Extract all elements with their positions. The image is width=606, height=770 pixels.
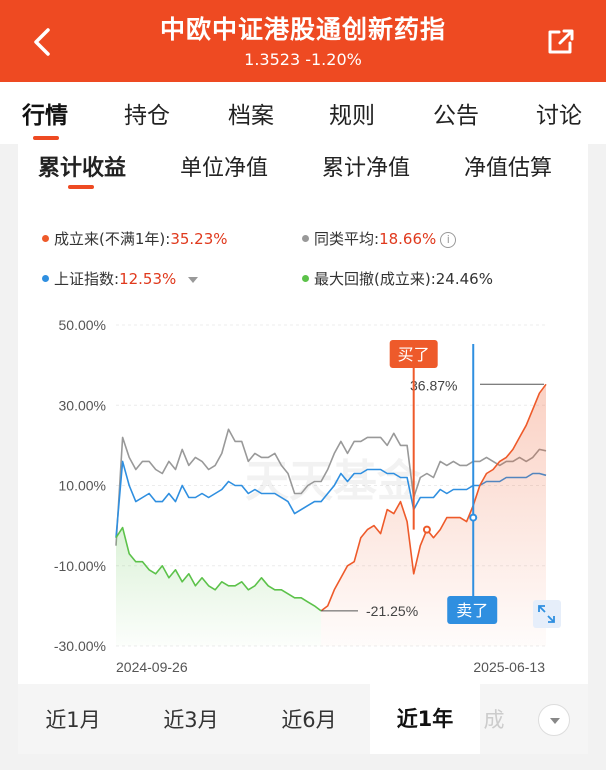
active-subtab-indicator — [68, 185, 94, 189]
sell-point — [469, 513, 478, 522]
y-tick-label: 10.00% — [59, 478, 106, 494]
legend-dot — [42, 235, 49, 242]
active-tab-indicator — [33, 136, 59, 140]
y-tick-label: -30.00% — [54, 638, 106, 654]
subtab-nav-estimate[interactable]: 净值估算 — [464, 156, 553, 181]
peer-average-line — [115, 428, 547, 546]
x-tick-label: 2024-09-26 — [116, 659, 188, 675]
buy-tag-label: 买了 — [398, 345, 430, 364]
legend-dot — [42, 275, 49, 282]
x-tick-label: 2025-06-13 — [473, 659, 545, 675]
subtab-cumulative-return[interactable]: 累计收益 — [38, 156, 127, 181]
y-tick-label: -10.00% — [54, 558, 106, 574]
info-icon[interactable]: i — [440, 231, 457, 248]
sell-tag — [447, 596, 498, 624]
legend-index[interactable]: 上证指数:12.53% — [42, 268, 199, 289]
legend-peer: 同类平均:18.66% i — [302, 228, 457, 249]
index-line — [115, 460, 547, 538]
sell-tag-label: 卖了 — [456, 601, 488, 620]
legend-dot — [302, 275, 309, 282]
max-value-label: 36.87% — [410, 377, 457, 393]
period-1m[interactable]: 近1月 — [45, 708, 101, 732]
tab-discussion[interactable]: 讨论 — [536, 103, 582, 129]
fund-return-line — [320, 383, 547, 612]
subtab-unit-nav[interactable]: 单位净值 — [180, 156, 269, 181]
period-6m[interactable]: 近6月 — [281, 708, 337, 732]
period-since-inception[interactable]: 成 — [483, 708, 505, 732]
buy-tag — [389, 340, 438, 368]
cumulative-return-chart: 50.00% 30.00% 10.00% -10.00% -30.00% 天天基金 36.8… — [54, 317, 561, 675]
watermark-text: 天天基金 — [245, 456, 422, 507]
share-icon[interactable] — [540, 22, 580, 62]
top-header: 中欧中证港股通创新药指 1.3523 -1.20% — [0, 0, 606, 82]
tab-market[interactable]: 行情 — [22, 103, 68, 129]
period-3m[interactable]: 近3月 — [163, 708, 219, 732]
chevron-down-icon[interactable] — [188, 276, 199, 283]
subtab-cumulative-nav[interactable]: 累计净值 — [322, 156, 411, 181]
fund-title: 中欧中证港股通创新药指 — [159, 15, 446, 44]
main-tabs: 行情 持仓 档案 规则 公告 讨论 — [0, 82, 606, 144]
period-selector: 近1月 近3月 近6月 近1年 成 — [18, 684, 588, 754]
fund-area — [321, 384, 546, 646]
period-1y[interactable]: 近1年 — [370, 684, 480, 754]
legend-drawdown: 最大回撤(成立来):24.46% — [302, 268, 493, 289]
buy-point — [422, 525, 431, 534]
tab-rules[interactable]: 规则 — [329, 103, 375, 129]
tab-holdings[interactable]: 持仓 — [124, 103, 170, 129]
tab-profile[interactable]: 档案 — [228, 103, 274, 129]
legend-fund: 成立来(不满1年):35.23% — [42, 228, 228, 249]
fund-nav-change: 1.3523 -1.20% — [244, 50, 362, 69]
legend-dot — [302, 235, 309, 242]
min-value-label: -21.25% — [366, 603, 418, 619]
drawdown-line — [115, 526, 322, 612]
back-arrow-icon[interactable] — [22, 22, 62, 62]
period-dropdown-button[interactable] — [538, 704, 570, 736]
expand-icon-bg — [533, 600, 561, 628]
chart-card: 累计收益 单位净值 累计净值 净值估算 成立来(不满1年):35.23% 同类平… — [18, 144, 588, 684]
y-tick-label: 30.00% — [59, 397, 106, 413]
expand-icon[interactable] — [538, 605, 555, 623]
y-tick-label: 50.00% — [59, 317, 106, 333]
tab-announcements[interactable]: 公告 — [433, 103, 479, 129]
